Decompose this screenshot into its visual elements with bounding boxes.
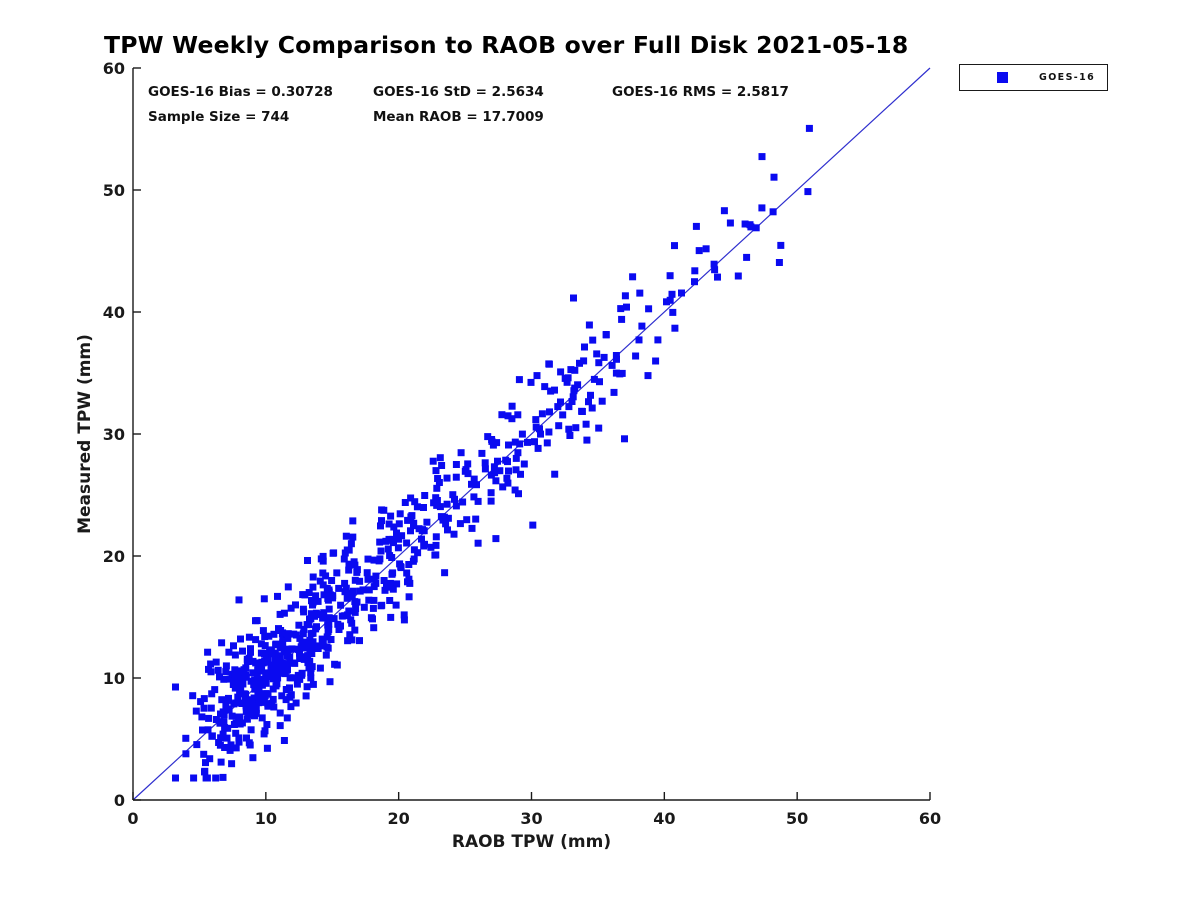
y-tick-label-20: 20 xyxy=(103,547,125,566)
x-tick-label-50: 50 xyxy=(786,809,808,828)
legend: GOES-16 xyxy=(959,64,1108,91)
y-axis-label: Measured TPW (mm) xyxy=(75,334,95,534)
y-tick-label-60: 60 xyxy=(103,59,125,78)
x-tick-label-60: 60 xyxy=(919,809,941,828)
x-tick-label-20: 20 xyxy=(388,809,410,828)
legend-label: GOES-16 xyxy=(1039,72,1096,83)
legend-marker-square xyxy=(997,72,1008,83)
x-tick-label-30: 30 xyxy=(520,809,542,828)
y-tick-label-10: 10 xyxy=(103,669,125,688)
stat-std-text: GOES-16 StD = 2.5634 xyxy=(373,84,544,100)
y-ticks: 0 10 20 30 40 50 60 xyxy=(103,59,141,810)
x-ticks: 0 10 20 30 40 50 60 xyxy=(127,792,941,828)
stat-rms-text: GOES-16 RMS = 2.5817 xyxy=(612,84,789,100)
x-axis-label: RAOB TPW (mm) xyxy=(452,832,611,852)
y-tick-label-40: 40 xyxy=(103,303,125,322)
axis-labels: RAOB TPW (mm) Measured TPW (mm) xyxy=(75,334,611,852)
scatter-points xyxy=(172,124,813,782)
stat-bias-text: GOES-16 Bias = 0.30728 xyxy=(148,84,333,100)
x-tick-label-0: 0 xyxy=(127,809,138,828)
y-tick-label-50: 50 xyxy=(103,181,125,200)
x-tick-label-40: 40 xyxy=(653,809,675,828)
chart-title: TPW Weekly Comparison to RAOB over Full … xyxy=(104,31,909,59)
x-tick-label-10: 10 xyxy=(255,809,277,828)
y-tick-label-30: 30 xyxy=(103,425,125,444)
stat-sample-size-text: Sample Size = 744 xyxy=(148,109,290,125)
y-tick-label-0: 0 xyxy=(114,791,125,810)
stat-mean-raob-text: Mean RAOB = 17.7009 xyxy=(373,109,544,125)
